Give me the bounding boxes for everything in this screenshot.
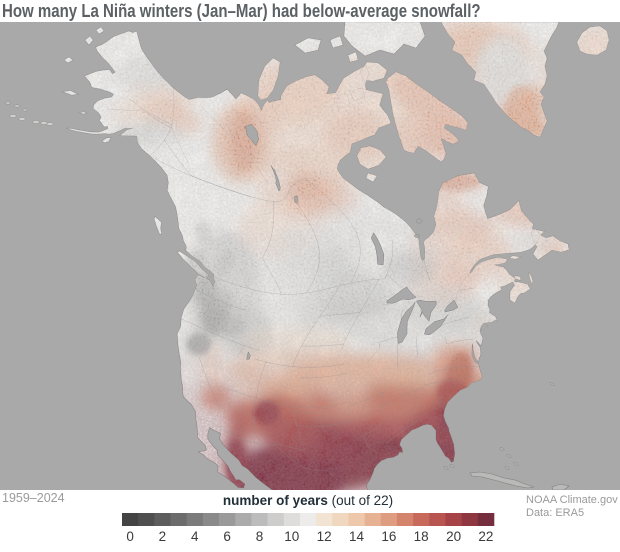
svg-text:number of years (out of 22): number of years (out of 22) xyxy=(223,493,393,508)
svg-text:12: 12 xyxy=(317,529,332,544)
svg-text:8: 8 xyxy=(256,529,264,544)
svg-text:2: 2 xyxy=(159,529,167,544)
svg-text:10: 10 xyxy=(284,529,299,544)
svg-text:14: 14 xyxy=(349,529,365,544)
svg-text:0: 0 xyxy=(126,529,134,544)
svg-text:6: 6 xyxy=(223,529,231,544)
svg-text:4: 4 xyxy=(191,529,199,544)
svg-text:22: 22 xyxy=(478,529,493,544)
svg-text:20: 20 xyxy=(446,529,461,544)
svg-text:16: 16 xyxy=(381,529,396,544)
svg-text:18: 18 xyxy=(414,529,429,544)
